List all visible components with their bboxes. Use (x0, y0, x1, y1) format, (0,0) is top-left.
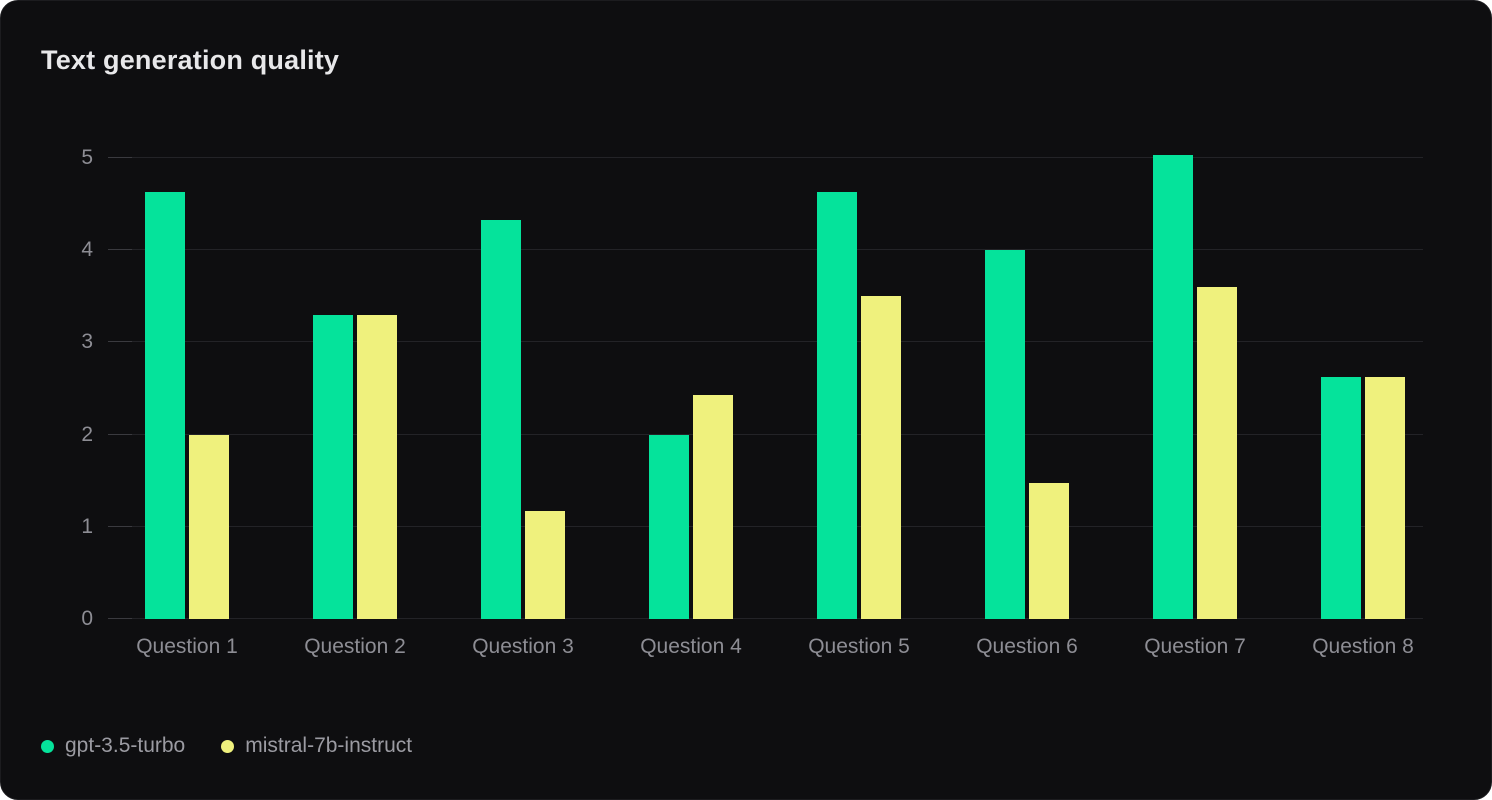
bar-gpt-3.5-turbo[interactable] (1321, 376, 1361, 619)
y-axis: 0 1 2 3 4 5 (33, 146, 93, 630)
x-axis: Question 1 Question 2 Question 3 Question 4… (103, 632, 1447, 662)
axis-tick (108, 157, 132, 158)
bar-gpt-3.5-turbo[interactable] (817, 192, 857, 619)
gridline (108, 157, 1423, 158)
bar-gpt-3.5-turbo[interactable] (481, 219, 521, 619)
gridline (108, 249, 1423, 251)
bar-group (1279, 158, 1447, 619)
y-tick-label: 0 (81, 607, 93, 630)
bar-group (1111, 155, 1279, 619)
bar-mistral-7b-instruct[interactable] (861, 296, 901, 619)
axis-tick (108, 618, 132, 619)
legend-item-mistral-7b-instruct[interactable]: mistral-7b-instruct (221, 734, 412, 758)
x-category-label: Question 6 (976, 635, 1078, 658)
bar-mistral-7b-instruct[interactable] (693, 394, 733, 619)
bar-group (103, 158, 271, 619)
bar-mistral-7b-instruct[interactable] (189, 434, 229, 619)
bar-mistral-7b-instruct[interactable] (525, 511, 565, 619)
axis-tick (108, 341, 132, 343)
bar-group (943, 158, 1111, 619)
gridline (108, 525, 1423, 527)
y-tick-label: 2 (81, 422, 93, 446)
gridline (108, 341, 1423, 343)
legend-label: mistral-7b-instruct (245, 734, 413, 757)
x-category-label: Question 2 (304, 635, 406, 658)
bar-group (607, 158, 775, 619)
legend-label: gpt-3.5-turbo (65, 734, 186, 757)
y-tick-label: 5 (81, 146, 93, 169)
chart-title: Text generation quality (41, 45, 340, 75)
bar-mistral-7b-instruct[interactable] (1197, 287, 1237, 619)
y-tick-label: 1 (81, 514, 93, 538)
bar-gpt-3.5-turbo[interactable] (313, 314, 353, 619)
bar-group (439, 158, 607, 619)
chart-legend: gpt-3.5-turbo mistral-7b-instruct (41, 734, 412, 758)
x-category-label: Question 1 (136, 635, 238, 658)
bar-gpt-3.5-turbo[interactable] (145, 192, 185, 619)
legend-color-dot-icon (41, 739, 54, 753)
axis-tick (108, 249, 132, 251)
bar-gpt-3.5-turbo[interactable] (649, 434, 689, 619)
y-tick-label: 4 (81, 238, 93, 262)
bar-group (271, 158, 439, 619)
y-tick-label: 3 (81, 330, 93, 354)
bar-mistral-7b-instruct[interactable] (1029, 483, 1069, 619)
axis-tick (108, 525, 132, 527)
bar-group (775, 158, 943, 619)
bar-gpt-3.5-turbo[interactable] (985, 250, 1025, 619)
legend-item-gpt-3.5-turbo[interactable]: gpt-3.5-turbo (41, 734, 185, 758)
x-category-label: Question 5 (808, 635, 910, 658)
bar-gpt-3.5-turbo[interactable] (1153, 155, 1193, 619)
bar-mistral-7b-instruct[interactable] (1365, 376, 1405, 619)
bar-groups (103, 155, 1447, 619)
legend-color-dot-icon (221, 739, 235, 753)
plot-area (103, 155, 1447, 619)
gridline (108, 433, 1423, 435)
x-category-label: Question 8 (1312, 635, 1414, 658)
x-category-label: Question 4 (640, 635, 742, 658)
gridline (108, 618, 1423, 619)
axis-tick (108, 433, 132, 435)
x-category-label: Question 7 (1144, 635, 1246, 658)
bar-mistral-7b-instruct[interactable] (357, 314, 397, 619)
x-category-label: Question 3 (472, 635, 574, 658)
